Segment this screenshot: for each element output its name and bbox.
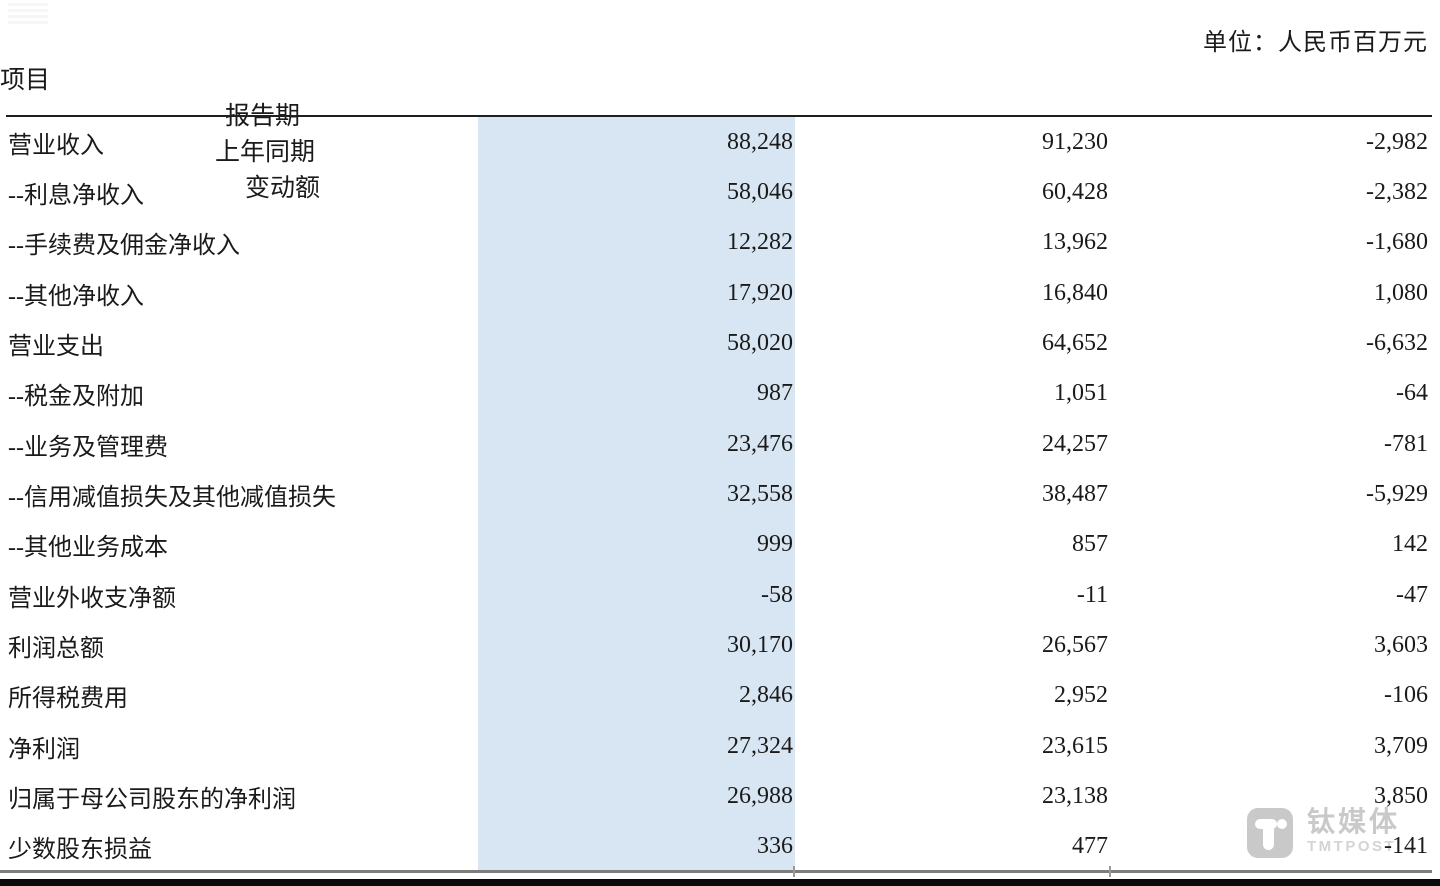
change-cell: 3,603 [1374,631,1428,658]
change-cell: -47 [1396,581,1428,608]
prior-cell: 13,962 [1042,229,1108,256]
current-cell: 88,248 [727,128,793,155]
table-body: 营业收入 88,248 91,230 -2,982 --利息净收入 58,046… [0,117,1440,872]
item-cell: --业务及管理费 [8,434,168,461]
change-cell: 1,080 [1374,279,1428,306]
prior-cell: 26,567 [1042,631,1108,658]
change-cell: -64 [1396,380,1428,407]
prior-cell: 91,230 [1042,128,1108,155]
prior-cell: 477 [1072,833,1108,860]
change-cell: -106 [1384,682,1428,709]
tmtpost-watermark: 钛媒体 TMTPOST [1247,808,1400,858]
table-row: --信用减值损失及其他减值损失 32,558 38,487 -5,929 [0,469,1440,519]
prior-cell: 64,652 [1042,329,1108,356]
current-cell: 17,920 [727,279,793,306]
bottom-black-bar [0,879,1440,886]
item-cell: --手续费及佣金净收入 [8,233,240,260]
bottom-divider-line [0,870,1432,873]
change-cell: -781 [1384,430,1428,457]
current-cell: 336 [757,833,793,860]
current-cell: 58,046 [727,178,793,205]
current-cell: 23,476 [727,430,793,457]
change-cell: 142 [1392,531,1428,558]
table-row: 净利润 27,324 23,615 3,709 [0,721,1440,771]
current-cell: 32,558 [727,480,793,507]
table-row: --其他业务成本 999 857 142 [0,520,1440,570]
table-row: --其他净收入 17,920 16,840 1,080 [0,268,1440,318]
prior-cell: 1,051 [1054,380,1108,407]
change-cell: -2,982 [1366,128,1428,155]
item-cell: --税金及附加 [8,384,144,411]
table-header-row: 项目 报告期 上年同期 变动额 [0,60,1440,202]
table-row: 营业收入 88,248 91,230 -2,982 [0,117,1440,167]
table-row: --税金及附加 987 1,051 -64 [0,369,1440,419]
column-header-item: 项目 [0,67,51,94]
change-cell: -6,632 [1366,329,1428,356]
reporting-period-highlight-band [478,117,795,872]
unit-label: 单位：人民币百万元 [1203,30,1428,56]
table-row: 所得税费用 2,846 2,952 -106 [0,671,1440,721]
prior-cell: 16,840 [1042,279,1108,306]
current-cell: 58,020 [727,329,793,356]
prior-cell: 2,952 [1054,682,1108,709]
table-row: --业务及管理费 23,476 24,257 -781 [0,419,1440,469]
change-cell: -141 [1384,833,1428,860]
cropped-text-artifact [8,2,48,24]
current-cell: -58 [761,581,793,608]
item-cell: --其他净收入 [8,283,144,310]
current-cell: 999 [757,531,793,558]
item-cell: --其他业务成本 [8,535,168,562]
item-cell: 营业外收支净额 [8,585,176,612]
current-cell: 30,170 [727,631,793,658]
change-cell: -2,382 [1366,178,1428,205]
current-cell: 26,988 [727,782,793,809]
table-row: 营业外收支净额 -58 -11 -47 [0,570,1440,620]
column-tick-mark [1109,866,1111,877]
item-cell: --信用减值损失及其他减值损失 [8,484,336,511]
column-tick-mark [793,866,795,877]
current-cell: 987 [757,380,793,407]
table-row: 少数股东损益 336 477 -141 [0,822,1440,872]
prior-cell: 38,487 [1042,480,1108,507]
item-cell: 净利润 [8,736,80,763]
item-cell: 归属于母公司股东的净利润 [8,786,296,813]
current-cell: 27,324 [727,732,793,759]
column-header-current: 报告期 [224,103,300,130]
item-cell: 营业收入 [8,132,104,159]
prior-cell: 24,257 [1042,430,1108,457]
prior-cell: 23,615 [1042,732,1108,759]
item-cell: 少数股东损益 [8,837,152,864]
change-cell: 3,850 [1374,782,1428,809]
watermark-brand: 钛媒体 [1307,806,1401,837]
change-cell: 3,709 [1374,732,1428,759]
column-header-change: 变动额 [244,175,320,202]
change-cell: -1,680 [1366,229,1428,256]
current-cell: 2,846 [739,682,793,709]
item-cell: 利润总额 [8,635,104,662]
prior-cell: 60,428 [1042,178,1108,205]
change-cell: -5,929 [1366,480,1428,507]
item-cell: --利息净收入 [8,182,144,209]
table-row: --手续费及佣金净收入 12,282 13,962 -1,680 [0,218,1440,268]
prior-cell: 23,138 [1042,782,1108,809]
prior-cell: -11 [1076,581,1108,608]
watermark-brand-sub: TMTPOST [1307,838,1397,855]
item-cell: 营业支出 [8,333,104,360]
table-row: 利润总额 30,170 26,567 3,603 [0,620,1440,670]
table-row: 营业支出 58,020 64,652 -6,632 [0,318,1440,368]
current-cell: 12,282 [727,229,793,256]
column-header-prior: 上年同期 [214,139,315,166]
prior-cell: 857 [1072,531,1108,558]
tmtpost-t-icon [1247,808,1293,858]
item-cell: 所得税费用 [8,686,128,713]
table-row: --利息净收入 58,046 60,428 -2,382 [0,167,1440,217]
table-row: 归属于母公司股东的净利润 26,988 23,138 3,850 [0,771,1440,821]
header-divider-line [6,115,1432,117]
